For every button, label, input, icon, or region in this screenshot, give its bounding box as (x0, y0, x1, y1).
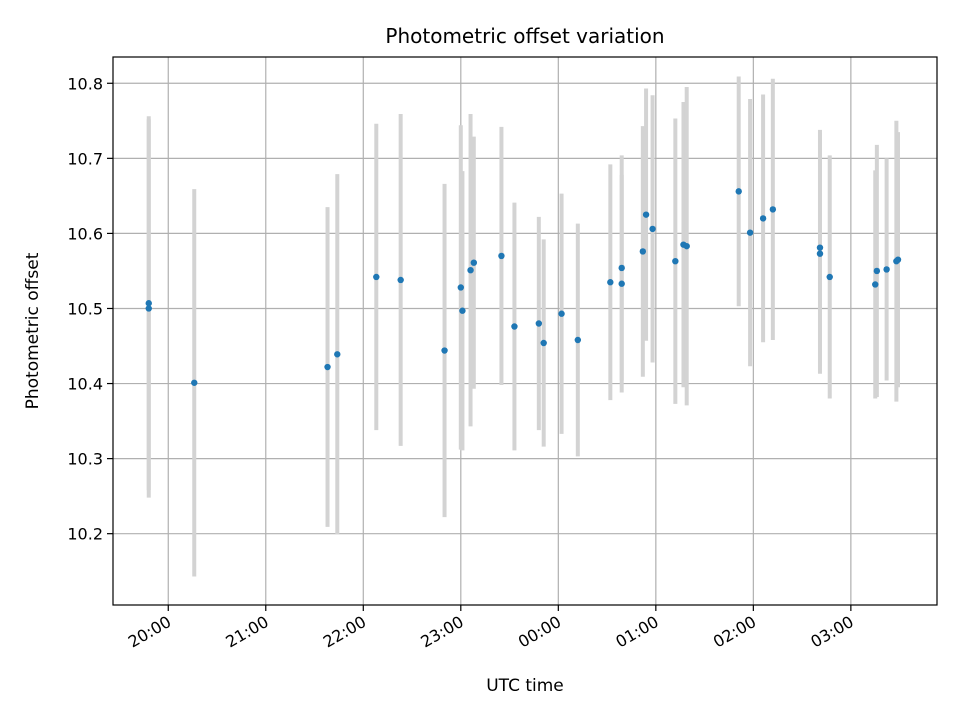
data-point (639, 248, 647, 255)
plot-area (113, 57, 937, 605)
x-axis-title: UTC time (486, 676, 564, 696)
data-point (746, 229, 754, 236)
data-point (735, 188, 742, 195)
grid (113, 57, 937, 605)
x-tick-label: 02:00 (710, 612, 759, 652)
x-tick-label: 01:00 (612, 612, 661, 652)
data-point (397, 276, 404, 284)
data-point (334, 351, 341, 358)
data-point (872, 281, 879, 288)
data-point (540, 339, 547, 347)
y-tick-label: 10.6 (67, 224, 103, 243)
data-point (535, 320, 543, 327)
y-tick-label: 10.7 (67, 149, 103, 168)
data-point (826, 273, 833, 281)
data-point (441, 347, 448, 354)
x-tick-label: 22:00 (320, 612, 369, 652)
chart-title: Photometric offset variation (385, 24, 664, 48)
data-point (498, 252, 505, 260)
y-axis: 10.2 10.3 10.4 10.5 10.6 10.7 10.8 (67, 74, 113, 544)
data-point (324, 363, 331, 371)
data-point (470, 259, 478, 266)
y-tick-label: 10.5 (67, 299, 103, 318)
x-tick-label: 00:00 (515, 612, 564, 652)
y-tick-label: 10.4 (67, 375, 103, 394)
data-point (618, 280, 625, 287)
data-point (816, 244, 824, 251)
data-point (894, 256, 902, 263)
plot-frame (112, 56, 938, 606)
data-point (672, 257, 679, 265)
x-tick-label: 20:00 (125, 612, 174, 652)
data-point (649, 225, 656, 233)
x-tick-label: 21:00 (222, 612, 271, 652)
data-point (816, 250, 824, 257)
y-tick-label: 10.8 (67, 74, 103, 93)
data-point (191, 379, 198, 386)
y-axis-title: Photometric offset (23, 252, 43, 409)
data-point (769, 206, 777, 213)
data-point (145, 300, 152, 307)
data-point (459, 307, 466, 314)
x-axis: 20:00 21:00 22:00 23:00 00:00 01:00 02:00 03:00 (125, 605, 857, 652)
data-point (683, 242, 690, 250)
data-point (618, 264, 625, 272)
y-tick-label: 10.2 (67, 525, 103, 544)
data-point (642, 211, 650, 218)
data-point (759, 215, 767, 222)
data-point (467, 266, 474, 274)
data-point (574, 336, 582, 344)
y-tick-label: 10.3 (67, 450, 103, 469)
data-point (145, 305, 152, 312)
data-point (558, 310, 565, 317)
data-point (457, 284, 465, 291)
data-points (145, 188, 902, 386)
data-point (511, 323, 518, 330)
data-point (873, 267, 881, 275)
data-point (883, 266, 890, 273)
data-point (373, 273, 380, 281)
x-tick-label: 23:00 (417, 612, 466, 652)
x-tick-label: 03:00 (807, 612, 856, 652)
data-point (607, 279, 614, 286)
